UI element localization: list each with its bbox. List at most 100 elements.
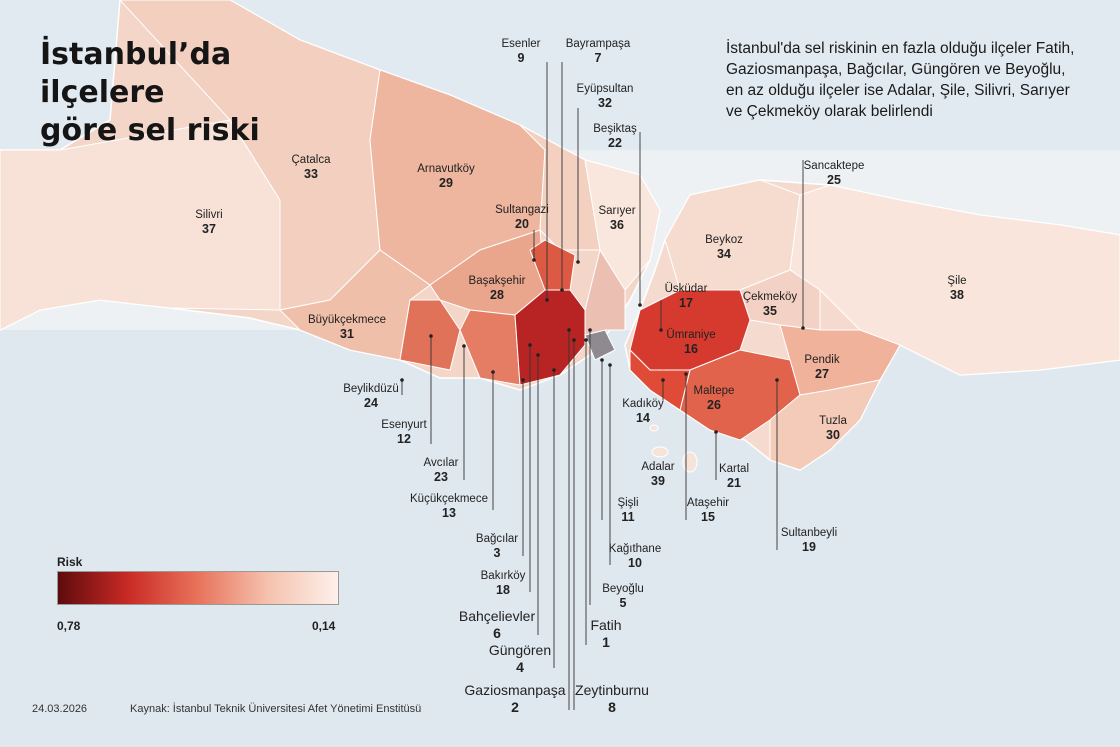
district-rank: 19: [802, 540, 816, 554]
district-name: Sancaktepe: [803, 160, 865, 172]
leader-dot-beylikduzu: [400, 378, 404, 382]
leader-dot-kadikoy: [661, 378, 665, 382]
district-label-besiktas: Beşiktaş 22: [555, 122, 675, 150]
district-rank: 13: [442, 506, 456, 520]
district-rank: 31: [340, 327, 354, 341]
leader-dot-kucukcekmece: [491, 370, 495, 374]
district-label-silivri: Silivri 37: [149, 208, 269, 236]
district-rank: 9: [517, 51, 525, 65]
district-rank: 2: [511, 699, 519, 715]
leader-dot-bagcilar: [521, 378, 525, 382]
district-label-beyoglu: Beyoğlu 5: [563, 582, 683, 610]
legend-title: Risk: [57, 555, 83, 569]
district-label-catalca: Çatalca 33: [251, 153, 371, 181]
leader-dot-kagithane: [608, 363, 612, 367]
subtitle: İstanbul'da sel riskinin en fazla olduğu…: [726, 40, 1075, 120]
district-rank: 6: [493, 625, 501, 641]
district-name: Bakırköy: [480, 570, 526, 582]
district-label-beylikduzu: Beylikdüzü 24: [311, 382, 431, 410]
district-name: Gaziosmanpaşa: [464, 682, 566, 698]
leader-dot-esenyurt: [429, 334, 433, 338]
leader-dot-fatih: [584, 338, 588, 342]
district-label-cekmekoy: Çekmeköy 35: [710, 290, 830, 318]
district-label-uskudar: Üsküdar 17: [626, 282, 746, 310]
district-label-bahcelievler: Bahçelievler 6: [437, 608, 557, 642]
district-name: Kağıthane: [608, 543, 662, 555]
district-label-maltepe: Maltepe 26: [654, 384, 774, 412]
district-name: Fatih: [590, 617, 622, 633]
district-label-sultangazi: Sultangazi 20: [462, 203, 582, 231]
district-name: Çekmeköy: [742, 291, 798, 303]
district-name: Arnavutköy: [417, 163, 475, 175]
district-rank: 24: [364, 396, 378, 410]
district-label-beykoz: Beykoz 34: [664, 233, 784, 261]
district-name: Eyüpsultan: [576, 83, 634, 95]
district-name: Esenler: [501, 38, 541, 50]
district-rank: 28: [490, 288, 504, 302]
district-rank: 11: [621, 510, 635, 524]
leader-dot-esenler: [545, 298, 549, 302]
district-label-sariyer: Sarıyer 36: [557, 204, 677, 232]
district-shape-tuzla: [769, 379, 881, 471]
district-label-umraniye: Ümraniye 16: [631, 328, 751, 356]
district-rank: 12: [397, 432, 411, 446]
district-name: Avcılar: [423, 457, 459, 469]
district-shape-kadikoy: [629, 348, 691, 411]
district-label-zeytinburnu: Zeytinburnu 8: [552, 682, 672, 716]
district-name: Beylikdüzü: [343, 383, 399, 395]
district-name: Maltepe: [693, 385, 735, 397]
leader-dot-bakirkoy: [528, 343, 532, 347]
district-rank: 8: [608, 699, 616, 715]
district-name: Şişli: [617, 497, 639, 509]
district-name: Beyoğlu: [602, 583, 644, 595]
district-name: Bayrampaşa: [565, 38, 631, 50]
district-name: Kartal: [718, 463, 750, 475]
district-label-tuzla: Tuzla 30: [773, 414, 893, 442]
district-name: Esenyurt: [381, 419, 427, 431]
title-line-2: göre sel riski: [40, 113, 260, 148]
leader-dots: [400, 258, 805, 434]
district-rank: 7: [594, 51, 602, 65]
district-rank: 17: [679, 296, 693, 310]
district-rank: 18: [496, 583, 510, 597]
district-shape-kucukcekmece: [459, 309, 521, 386]
district-label-pendik: Pendik 27: [762, 353, 882, 381]
district-rank: 27: [815, 367, 829, 381]
district-rank: 38: [950, 288, 964, 302]
district-label-kartal: Kartal 21: [674, 462, 794, 490]
district-rank: 21: [727, 476, 741, 490]
district-name: Güngören: [488, 642, 552, 658]
district-label-adalar: Adalar 39: [598, 460, 718, 488]
district-rank: 37: [202, 222, 216, 236]
district-name: Büyükçekmece: [308, 314, 386, 326]
district-rank: 4: [516, 659, 524, 675]
legend-gradient-bar: [57, 571, 339, 605]
district-label-bayrampasa: Bayrampaşa 7: [538, 37, 658, 65]
leader-dot-sisli: [600, 358, 604, 362]
district-rank: 35: [763, 304, 777, 318]
district-label-esenyurt: Esenyurt 12: [344, 418, 464, 446]
leader-dot-sultanbeyli: [775, 378, 779, 382]
district-name: Küçükçekmece: [410, 493, 488, 505]
district-name: Beykoz: [705, 234, 743, 246]
district-label-kadikoy: Kadıköy 14: [583, 397, 703, 425]
district-name: Çatalca: [291, 154, 331, 166]
leader-dot-bahcelievler: [536, 353, 540, 357]
page-title: İstanbul’da ilçelere göre sel riski: [40, 36, 360, 150]
district-rank: 10: [628, 556, 642, 570]
leader-dot-gungoren: [552, 368, 556, 372]
footer-date: 24.03.2026: [32, 703, 88, 715]
district-rank: 25: [827, 173, 841, 187]
district-rank: 15: [701, 510, 715, 524]
district-name: Pendik: [804, 354, 840, 366]
district-name: Bahçelievler: [458, 608, 536, 624]
district-name: Üsküdar: [664, 283, 708, 295]
district-rank: 36: [610, 218, 624, 232]
district-rank: 5: [619, 596, 627, 610]
leader-dot-kartal: [714, 430, 718, 434]
district-shape-besiktas-sisli: [584, 248, 626, 336]
district-name: Ümraniye: [666, 329, 716, 341]
district-name: Silivri: [195, 209, 223, 221]
district-rank: 1: [602, 634, 610, 650]
